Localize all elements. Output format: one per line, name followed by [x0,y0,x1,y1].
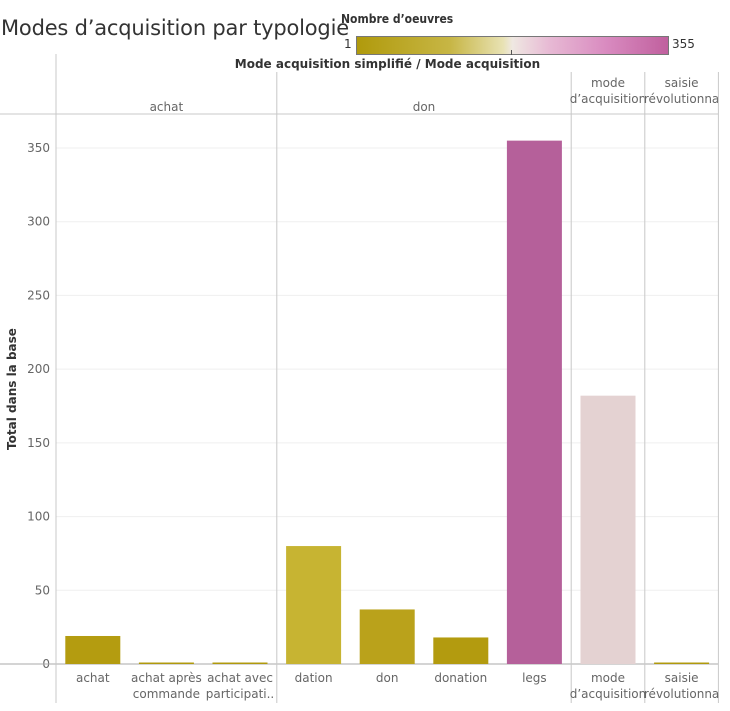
y-tick-label: 250 [27,288,50,302]
legend-max-label: 355 [672,37,695,51]
group-header-line: d’acquisition [570,92,647,106]
legend-title: Nombre d’oeuvres [341,12,454,26]
x-tick-label: don [376,671,399,685]
legend-midpoint-tick [511,50,512,55]
x-tick-label: achat après [131,671,202,685]
x-tick-label: participati.. [206,687,275,701]
x-tick-label: mode [591,671,625,685]
y-tick-label: 150 [27,436,50,450]
x-tick-label: révolutionna [644,687,719,701]
bar [433,637,489,664]
group-header-line: révolutionna [644,92,719,106]
group-header-line: saisie [665,76,699,90]
y-tick-label: 300 [27,215,50,229]
y-axis-label: Total dans la base [5,328,19,450]
y-tick-label: 200 [27,362,50,376]
x-tick-label: saisie [665,671,699,685]
group-header: don [413,100,436,114]
bar [654,662,710,664]
chart-title: Modes d’acquisition par typologie [1,16,349,40]
bar [138,662,194,664]
bar [580,395,636,664]
bar [506,140,562,665]
y-tick-label: 100 [27,510,50,524]
x-tick-label: d’acquisition [570,687,647,701]
bar [65,635,121,664]
x-tick-label: achat [76,671,110,685]
legend-min-label: 1 [344,37,352,51]
y-tick-label: 50 [35,583,50,597]
x-tick-label: donation [434,671,487,685]
group-header: achat [150,100,184,114]
header-title: Mode acquisition simplifié / Mode acquis… [234,57,541,71]
group-header-line: mode [591,76,625,90]
bar [212,662,268,664]
legend-color-scale [356,36,669,55]
bar [286,546,342,664]
x-tick-label: achat avec [207,671,273,685]
x-tick-label: commande [133,687,200,701]
x-tick-label: dation [295,671,333,685]
bar [359,609,415,664]
x-tick-label: legs [522,671,547,685]
y-tick-label: 350 [27,141,50,155]
